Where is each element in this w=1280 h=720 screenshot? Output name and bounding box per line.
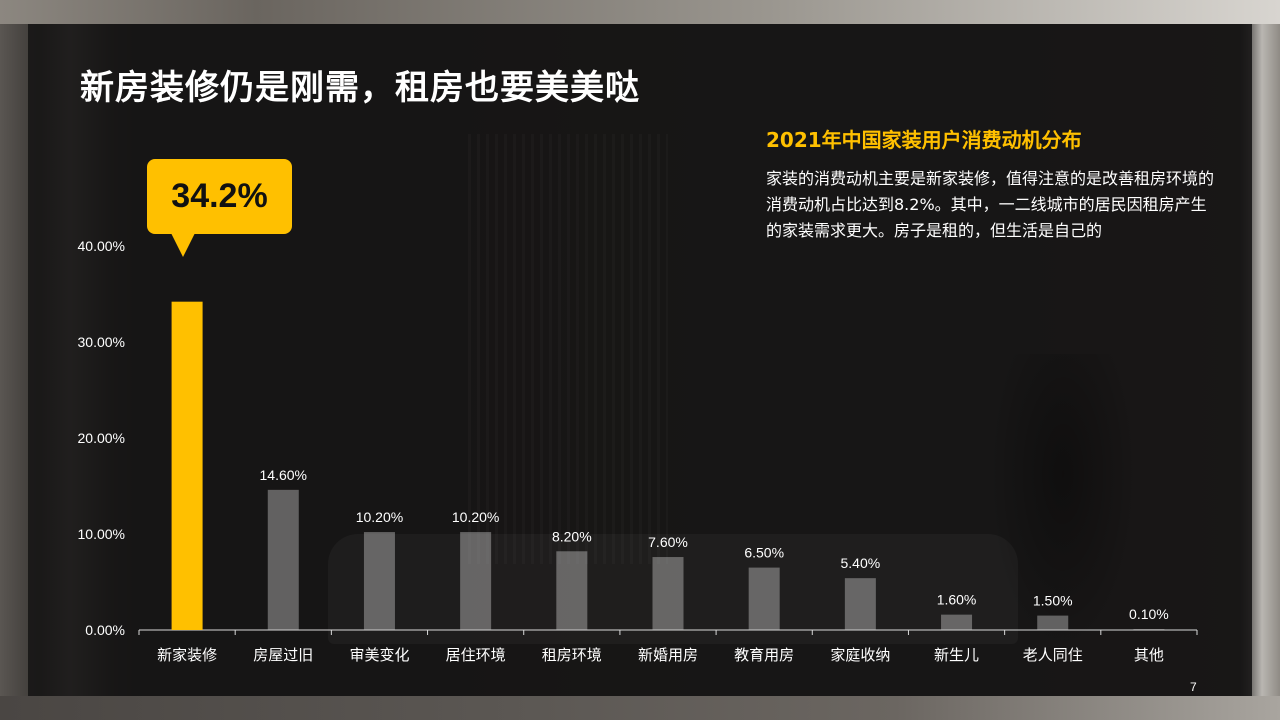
bar xyxy=(941,614,973,630)
category-label: 其他 xyxy=(1134,646,1164,664)
category-label: 新婚用房 xyxy=(638,646,698,664)
description-text: 家装的消费动机主要是新家装修，值得注意的是改善租房环境的消费动机占比达到8.2%… xyxy=(766,169,1215,240)
category-label: 教育用房 xyxy=(734,646,794,664)
y-tick-label: 40.00% xyxy=(78,238,125,254)
bar xyxy=(556,551,588,630)
category-label: 房屋过旧 xyxy=(253,646,313,664)
category-label: 审美变化 xyxy=(349,646,409,664)
bar xyxy=(363,532,395,630)
highlight-callout: 34.2% xyxy=(147,159,292,234)
category-label: 老人同住 xyxy=(1023,646,1083,664)
y-tick-label: 0.00% xyxy=(85,622,125,638)
bar xyxy=(844,578,876,630)
page-number: 7 xyxy=(1190,680,1197,694)
data-label: 0.10% xyxy=(1129,606,1169,622)
background-bottom-strip xyxy=(0,696,1280,720)
bar xyxy=(1037,615,1069,630)
callout-value: 34.2% xyxy=(171,177,268,215)
bar xyxy=(652,557,684,630)
y-tick-label: 10.00% xyxy=(78,526,125,542)
bar xyxy=(460,532,492,630)
bar xyxy=(1133,629,1165,630)
data-label: 10.20% xyxy=(452,509,499,525)
data-label: 10.20% xyxy=(356,509,403,525)
category-label: 居住环境 xyxy=(446,646,506,664)
data-label: 14.60% xyxy=(260,467,307,483)
slide-title: 新房装修仍是刚需，租房也要美美哒 xyxy=(80,68,640,108)
y-tick-label: 30.00% xyxy=(78,334,125,350)
data-label: 5.40% xyxy=(841,555,881,571)
category-label: 新生儿 xyxy=(934,646,979,664)
category-label: 家庭收纳 xyxy=(830,646,890,664)
category-label: 租房环境 xyxy=(542,646,602,664)
chart-subtitle: 2021年中国家装用户消费动机分布 xyxy=(766,128,1082,152)
category-label: 新家装修 xyxy=(157,646,217,664)
background-top-strip xyxy=(0,0,1280,24)
data-label: 8.20% xyxy=(552,528,592,544)
bar xyxy=(267,489,299,630)
data-label: 6.50% xyxy=(744,545,784,561)
plant-silhouette xyxy=(988,354,1138,654)
bar xyxy=(171,301,203,630)
y-tick-label: 20.00% xyxy=(78,430,125,446)
data-label: 1.50% xyxy=(1033,593,1073,609)
panel-decoration xyxy=(468,134,668,564)
content-panel xyxy=(28,24,1252,696)
callout-pointer xyxy=(171,233,195,257)
bar xyxy=(748,567,780,630)
data-label: 7.60% xyxy=(648,534,688,550)
data-label: 1.60% xyxy=(937,592,977,608)
